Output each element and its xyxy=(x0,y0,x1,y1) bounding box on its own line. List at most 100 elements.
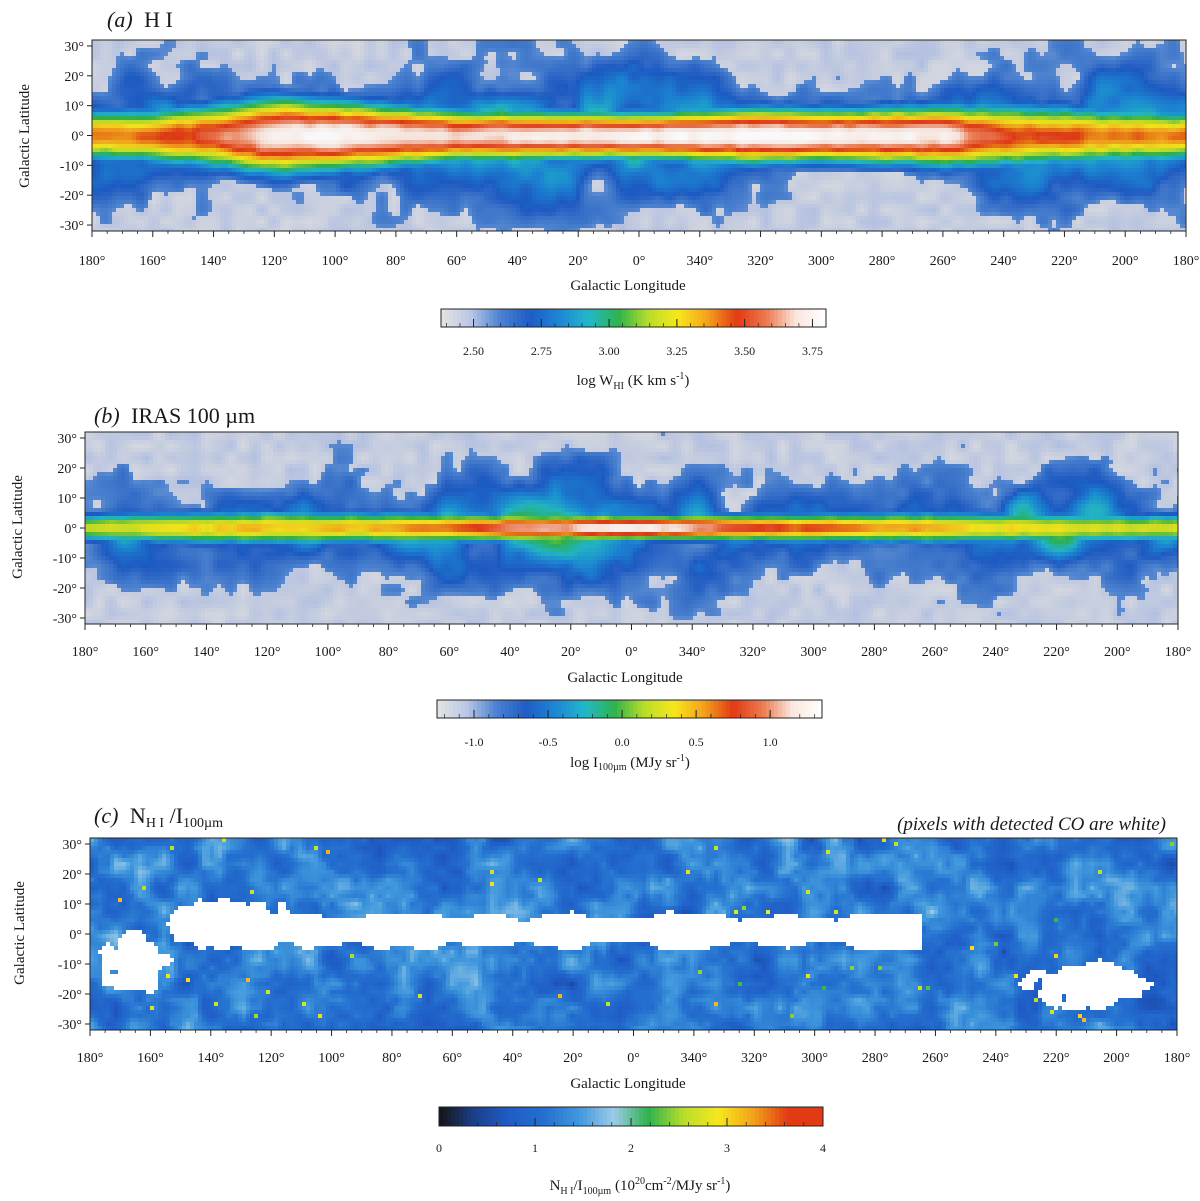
heatmap-cell xyxy=(244,120,248,124)
heatmap-cell xyxy=(176,40,180,44)
heatmap-cell xyxy=(444,88,448,92)
heatmap-cell xyxy=(144,156,148,160)
heatmap-cell xyxy=(328,168,332,172)
heatmap-cell xyxy=(216,84,220,88)
heatmap-cell xyxy=(164,88,168,92)
heatmap-cell xyxy=(476,52,480,56)
heatmap-cell xyxy=(272,176,276,180)
heatmap-cell xyxy=(196,132,200,136)
heatmap-cell xyxy=(160,148,164,152)
heatmap-cell xyxy=(316,176,320,180)
heatmap-cell xyxy=(244,124,248,128)
heatmap-cell xyxy=(380,180,384,184)
heatmap-cell xyxy=(380,172,384,176)
heatmap-cell xyxy=(328,216,332,220)
heatmap-cell xyxy=(160,172,164,176)
heatmap-cell xyxy=(148,100,152,104)
heatmap-cell xyxy=(120,160,124,164)
heatmap-cell xyxy=(288,112,292,116)
heatmap-cell xyxy=(164,172,168,176)
heatmap-cell xyxy=(132,216,136,220)
heatmap-cell xyxy=(256,68,260,72)
heatmap-cell xyxy=(116,200,120,204)
heatmap-cell xyxy=(384,80,388,84)
heatmap-cell xyxy=(368,164,372,168)
heatmap-cell xyxy=(344,168,348,172)
heatmap-cell xyxy=(164,44,168,48)
heatmap-cell xyxy=(268,208,272,212)
heatmap-cell xyxy=(328,188,332,192)
heatmap-cell xyxy=(164,224,168,228)
heatmap-cell xyxy=(332,56,336,60)
heatmap-cell xyxy=(160,44,164,48)
heatmap-cell xyxy=(348,204,352,208)
heatmap-cell xyxy=(120,100,124,104)
heatmap-cell xyxy=(100,80,104,84)
heatmap-cell xyxy=(436,108,440,112)
heatmap-cell xyxy=(384,200,388,204)
heatmap-cell xyxy=(300,204,304,208)
heatmap-cell xyxy=(248,88,252,92)
heatmap-cell xyxy=(264,116,268,120)
heatmap-cell xyxy=(100,40,104,44)
heatmap-cell xyxy=(404,152,408,156)
heatmap-cell xyxy=(280,92,284,96)
heatmap-cell xyxy=(356,120,360,124)
heatmap-cell xyxy=(216,188,220,192)
heatmap-cell xyxy=(408,188,412,192)
heatmap-cell xyxy=(452,108,456,112)
heatmap-cell xyxy=(216,196,220,200)
heatmap-cell xyxy=(408,64,412,68)
heatmap-cell xyxy=(368,100,372,104)
heatmap-cell xyxy=(412,168,416,172)
heatmap-cell xyxy=(368,112,372,116)
heatmap-cell xyxy=(96,92,100,96)
heatmap-cell xyxy=(452,172,456,176)
heatmap-cell xyxy=(144,172,148,176)
heatmap-cell xyxy=(432,64,436,68)
heatmap-cell xyxy=(372,92,376,96)
heatmap-cell xyxy=(376,56,380,60)
heatmap-cell xyxy=(256,204,260,208)
heatmap-cell xyxy=(288,80,292,84)
heatmap-cell xyxy=(124,104,128,108)
heatmap-cell xyxy=(216,128,220,132)
heatmap-cell xyxy=(364,72,368,76)
heatmap-cell xyxy=(440,44,444,48)
heatmap-cell xyxy=(444,208,448,212)
heatmap-cell xyxy=(276,92,280,96)
heatmap-cell xyxy=(200,40,204,44)
heatmap-cell xyxy=(412,120,416,124)
heatmap-cell xyxy=(292,44,296,48)
heatmap-cell xyxy=(372,80,376,84)
heatmap-cell xyxy=(300,112,304,116)
heatmap-cell xyxy=(124,124,128,128)
heatmap-cell xyxy=(280,88,284,92)
heatmap-cell xyxy=(400,156,404,160)
heatmap-cell xyxy=(96,128,100,132)
heatmap-cell xyxy=(176,100,180,104)
heatmap-cell xyxy=(416,100,420,104)
heatmap-cell xyxy=(92,164,96,168)
heatmap-cell xyxy=(160,116,164,120)
heatmap-cell xyxy=(348,196,352,200)
heatmap-cell xyxy=(456,80,460,84)
heatmap-cell xyxy=(356,68,360,72)
heatmap-cell xyxy=(376,116,380,120)
heatmap-cell xyxy=(328,192,332,196)
heatmap-cell xyxy=(400,40,404,44)
heatmap-cell xyxy=(444,184,448,188)
heatmap-cell xyxy=(408,208,412,212)
heatmap-cell xyxy=(436,80,440,84)
heatmap-cell xyxy=(144,224,148,228)
heatmap-cell xyxy=(272,188,276,192)
heatmap-cell xyxy=(120,196,124,200)
heatmap-cell xyxy=(396,148,400,152)
heatmap-cell xyxy=(312,132,316,136)
heatmap-cell xyxy=(172,96,176,100)
heatmap-cell xyxy=(140,68,144,72)
heatmap-cell xyxy=(192,84,196,88)
heatmap-cell xyxy=(284,152,288,156)
heatmap-cell xyxy=(272,212,276,216)
heatmap-cell xyxy=(320,164,324,168)
